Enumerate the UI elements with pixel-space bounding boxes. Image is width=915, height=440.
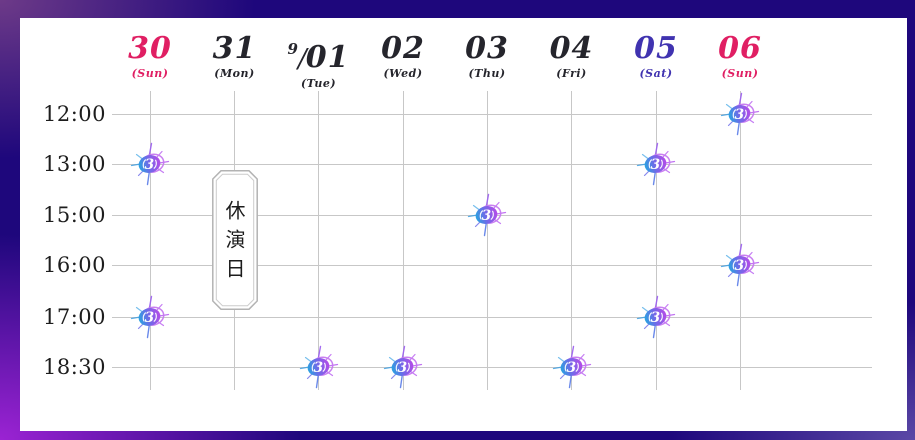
weekday-label: (Mon) [214,67,255,80]
sparkle-orb-icon: 3 [383,345,423,389]
date-column-header-30: 30 (Sun) [102,32,198,81]
date-day-value: 02 [381,31,425,66]
performance-marker-03-15-00[interactable]: 3 [464,192,510,238]
date-day-value: 04 [549,31,594,66]
grid-hline [112,113,872,115]
date-column-header-01: 9/01 (Tue) [271,32,367,90]
month-prefix-slash: / [297,44,308,74]
grid-vline [486,91,488,390]
marker-number: 3 [735,107,744,123]
marker-number: 3 [145,157,154,173]
date-day-value: 31 [212,31,257,66]
time-label-13-00: 13:00 [42,152,106,176]
date-column-header-31: 31 (Mon) [187,32,283,81]
weekday-label: (Sat) [639,67,673,80]
sparkle-orb-icon: 3 [636,295,676,339]
grid-hline [112,366,872,368]
date-number: 02 [355,32,451,66]
performance-marker-04-18-30[interactable]: 3 [549,344,595,390]
sparkle-orb-icon: 3 [720,92,760,136]
month-prefix-number: 9 [287,40,299,58]
time-label-12-00: 12:00 [42,102,106,126]
weekday-label: (Wed) [383,67,423,80]
schedule-grid-panel: 30 (Sun) 31 (Mon) 9/01 (Tue) 02 (Wed) 03 (Thu) 04(… [20,18,907,431]
marker-number: 3 [313,360,322,376]
date-number: 06 [692,32,788,66]
closed-badge-frame [211,170,258,310]
performance-marker-30-13-00[interactable]: 3 [127,141,173,187]
marker-number: 3 [651,310,660,326]
performance-marker-06-16-00[interactable]: 3 [717,242,763,288]
date-column-header-06: 06 (Sun) [692,32,788,81]
marker-number: 3 [398,360,407,376]
date-day-value: 01 [305,40,350,75]
sparkle-orb-icon: 3 [720,243,760,287]
performance-marker-06-12-00[interactable]: 3 [717,91,763,137]
grid-hline [112,163,872,165]
sparkle-orb-icon: 3 [636,142,676,186]
marker-number: 3 [735,258,744,274]
grid-hline [112,264,872,266]
date-number: 03 [439,32,535,66]
time-label-15-00: 15:00 [42,203,106,227]
time-label-16-00: 16:00 [42,253,106,277]
grid-vline [739,91,741,390]
performance-marker-30-17-00[interactable]: 3 [127,294,173,340]
marker-number: 3 [482,208,491,224]
marker-number: 3 [145,310,154,326]
weekday-label: (Thu) [468,67,506,80]
sparkle-orb-icon: 3 [299,345,338,389]
date-number: 31 [187,32,283,66]
date-day-value: 06 [718,31,762,66]
date-column-header-02: 02 (Wed) [355,32,451,81]
date-column-header-04: 04 (Fri) [524,32,620,81]
grid-hline [112,316,872,318]
grid-vline [318,91,319,390]
date-day-value: 03 [465,31,509,66]
marker-number: 3 [651,157,660,173]
weekday-label: (Sun) [131,67,169,80]
date-number: 30 [102,32,198,66]
grid-vline [571,91,572,390]
weekday-label: (Fri) [556,67,587,80]
performance-marker-02-18-30[interactable]: 3 [380,344,426,390]
time-label-18-30: 18:30 [42,355,106,379]
sparkle-orb-icon: 3 [552,345,591,389]
grid-vline [149,91,151,390]
date-day-value: 05 [634,31,678,66]
sparkle-orb-icon: 3 [130,295,170,339]
sparkle-orb-icon: 3 [130,142,170,186]
closed-day-badge: 休演日 [211,170,258,310]
date-column-header-05: 05 (Sat) [608,32,704,81]
performance-marker-05-13-00[interactable]: 3 [633,141,679,187]
weekday-label: (Tue) [300,77,337,90]
closed-day-label: 休演日 [222,199,246,287]
date-column-header-03: 03 (Thu) [439,32,535,81]
date-number: 04 [524,32,620,66]
weekday-label: (Sun) [721,67,759,80]
date-day-value: 30 [128,31,172,66]
time-label-17-00: 17:00 [42,305,106,329]
performance-marker-01-18-30[interactable]: 3 [296,344,342,390]
date-number: 9/01 [271,32,367,76]
marker-number: 3 [566,360,575,376]
grid-vline [402,91,404,390]
date-number: 05 [608,32,704,66]
grid-vline [655,91,657,390]
sparkle-orb-icon: 3 [467,193,507,237]
performance-marker-05-17-00[interactable]: 3 [633,294,679,340]
